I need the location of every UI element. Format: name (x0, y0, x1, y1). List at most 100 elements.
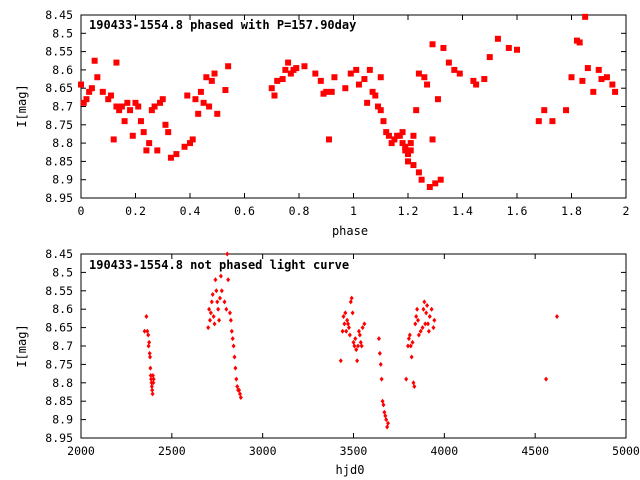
unphased-data-point (338, 358, 343, 364)
phased-data-point (410, 162, 417, 169)
unphased-data-point (217, 295, 222, 301)
unphased-data-point (237, 391, 242, 397)
unphased-data-point (211, 314, 216, 320)
phased-data-point (206, 103, 213, 110)
unphased-data-point (142, 328, 147, 334)
phased-data-point (293, 65, 300, 72)
phased-plot-frame (80, 14, 627, 199)
unphased-data-point (413, 321, 418, 327)
phased-y-tick-label: 8.8 (52, 136, 73, 150)
phased-data-point (584, 65, 591, 72)
unphased-data-point (231, 343, 236, 349)
phased-data-point (165, 129, 172, 136)
phased-data-point (434, 96, 441, 103)
phased-data-point (473, 81, 480, 88)
phased-data-point (505, 44, 512, 51)
unphased-data-point (349, 295, 354, 301)
unphased-data-point (206, 325, 211, 331)
phased-data-point (456, 70, 463, 77)
phased-data-point (385, 132, 392, 139)
unphased-data-point (144, 314, 149, 320)
phased-data-point (437, 176, 444, 183)
phased-data-point (396, 132, 403, 139)
unphased-data-point (207, 306, 212, 312)
unphased-data-point (429, 306, 434, 312)
unphased-data-point (151, 376, 156, 382)
unphased-data-point (216, 306, 221, 312)
phased-data-point (113, 59, 120, 66)
phased-data-point (91, 57, 98, 64)
phased-data-point (325, 136, 332, 143)
unphased-data-point (237, 387, 242, 393)
unphased-data-point (212, 321, 217, 327)
phased-data-point (445, 59, 452, 66)
unphased-data-point (148, 354, 153, 360)
phased-data-point (405, 151, 411, 158)
unphased-data-point (232, 354, 237, 360)
unphased-x-tick-label: 4000 (430, 444, 458, 458)
unphased-data-point (219, 288, 224, 294)
unphased-data-point (351, 339, 356, 345)
unphased-data-point (346, 321, 351, 327)
phased-y-tick-label: 8.85 (45, 154, 73, 168)
unphased-data-point (238, 395, 243, 401)
phased-data-point (192, 96, 199, 103)
unphased-data-point (208, 310, 213, 316)
unphased-data-point (353, 336, 358, 342)
unphased-data-point (380, 398, 385, 404)
phased-data-point (271, 92, 278, 99)
phased-data-point (418, 176, 425, 183)
phased-data-point (274, 77, 281, 84)
unphased-data-point (147, 350, 152, 356)
unphased-data-point (423, 321, 428, 327)
phased-data-point (110, 136, 117, 143)
phased-data-point (113, 103, 120, 110)
unphased-data-point (225, 251, 230, 257)
unphased-data-point (350, 310, 355, 316)
unphased-data-point (385, 424, 390, 430)
phased-data-point (94, 74, 101, 81)
unphased-data-point (386, 420, 391, 426)
unphased-data-point (150, 372, 155, 378)
phased-data-point (140, 129, 147, 136)
unphased-data-point (421, 306, 426, 312)
phased-data-point (421, 74, 428, 81)
phased-x-tick-label: 0 (78, 204, 85, 218)
unphased-data-point (224, 306, 229, 312)
phased-data-points (78, 13, 619, 191)
unphased-data-point (425, 321, 430, 327)
unphased-data-point (418, 328, 423, 334)
phased-data-point (189, 136, 196, 143)
phased-data-point (137, 118, 144, 125)
unphased-y-tick-label: 8.6 (52, 302, 73, 316)
phased-data-point (105, 96, 112, 103)
phased-data-point (167, 154, 174, 161)
phased-data-point (514, 46, 520, 53)
unphased-data-point (356, 328, 361, 334)
phased-y-tick-label: 8.7 (52, 100, 73, 114)
phased-data-point (494, 35, 501, 42)
unphased-data-point (383, 413, 388, 419)
unphased-data-point (150, 387, 155, 393)
phased-data-point (598, 76, 605, 83)
phased-data-point (279, 76, 286, 83)
phased-data-point (355, 81, 362, 88)
phased-data-point (129, 132, 136, 139)
unphased-data-point (151, 380, 156, 386)
unphased-data-point (424, 310, 429, 316)
phased-data-point (440, 44, 447, 51)
unphased-data-point (147, 339, 152, 345)
unphased-data-point (554, 314, 559, 320)
unphased-data-point (409, 354, 414, 360)
phased-data-point (127, 107, 134, 114)
unphased-data-point (214, 288, 219, 294)
unphased-data-point (411, 380, 416, 386)
unphased-data-point (217, 317, 222, 323)
phased-data-point (590, 88, 597, 95)
unphased-chart-title: 190433-1554.8 not phased light curve (89, 258, 349, 272)
unphased-y-tick-label: 8.75 (45, 357, 73, 371)
phased-x-tick-label: 2 (623, 204, 630, 218)
unphased-y-tick-label: 8.5 (52, 265, 73, 279)
unphased-x-tick-label: 2000 (67, 444, 95, 458)
